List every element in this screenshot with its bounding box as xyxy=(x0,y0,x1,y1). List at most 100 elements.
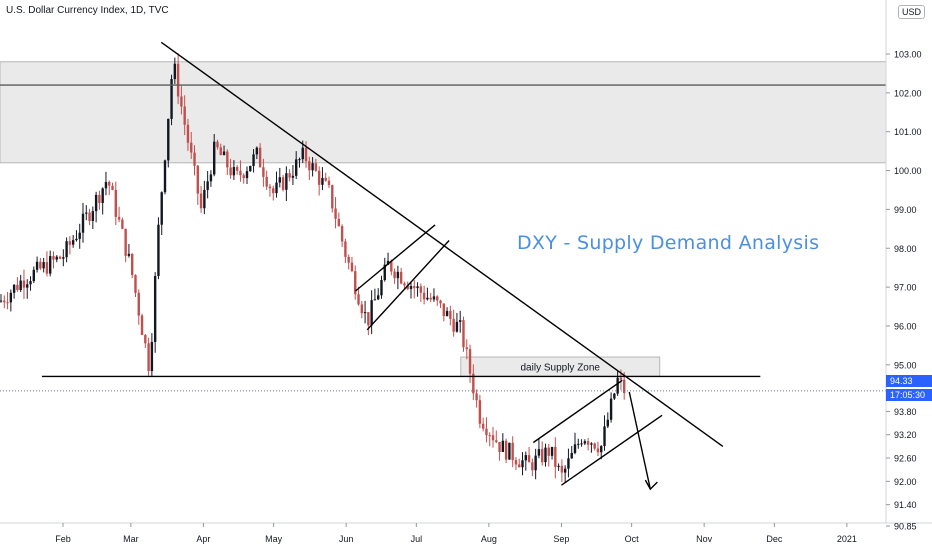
candle-body-31 xyxy=(101,188,104,203)
candle-body-51 xyxy=(167,118,170,161)
candle-body-111 xyxy=(363,312,367,314)
candle-body-102 xyxy=(334,208,337,219)
y-tick-label-7: 96.00 xyxy=(894,321,917,331)
candle-body-2 xyxy=(6,302,9,304)
y-tick-label-9: 93.80 xyxy=(894,407,917,417)
candle-body-148 xyxy=(485,428,488,436)
candle-body-77 xyxy=(252,154,255,166)
candle-body-93 xyxy=(304,147,308,162)
candle-body-53 xyxy=(173,63,177,80)
candle-body-58 xyxy=(190,142,193,153)
candle-body-91 xyxy=(298,159,301,161)
candle-body-112 xyxy=(367,312,370,326)
candle-body-19 xyxy=(62,257,65,259)
candle-body-66 xyxy=(216,141,219,148)
y-tick-label-8: 95.00 xyxy=(894,360,917,370)
candle-body-176 xyxy=(577,443,580,445)
candle-body-64 xyxy=(209,174,213,182)
candle-body-24 xyxy=(78,232,81,239)
candle-body-145 xyxy=(475,393,478,401)
candle-body-110 xyxy=(360,304,363,314)
candle-body-65 xyxy=(213,141,216,175)
candle-body-44 xyxy=(144,335,147,344)
candle-body-119 xyxy=(390,260,393,272)
candle-body-117 xyxy=(383,264,386,281)
trendline-4 xyxy=(532,379,623,444)
x-tick-label-8: Oct xyxy=(625,534,640,544)
candle-body-23 xyxy=(75,238,78,241)
candle-body-47 xyxy=(153,276,157,342)
countdown-label: 17:05:30 xyxy=(886,389,932,401)
candle-body-190 xyxy=(623,379,626,394)
candle-body-144 xyxy=(472,373,475,394)
candle-body-8 xyxy=(26,284,29,288)
candle-body-120 xyxy=(393,271,396,279)
candle-body-126 xyxy=(413,286,416,289)
trendline-1 xyxy=(366,240,450,331)
candle-body-11 xyxy=(35,261,39,270)
y-tick-label-4: 99.00 xyxy=(894,205,917,215)
y-tick-label-10: 93.20 xyxy=(894,430,917,440)
candle-body-69 xyxy=(226,151,229,168)
candle-body-100 xyxy=(327,180,331,186)
candle-body-10 xyxy=(32,269,35,282)
candle-body-67 xyxy=(219,147,222,156)
candle-body-154 xyxy=(504,440,508,460)
candle-body-173 xyxy=(567,458,570,469)
candle-body-83 xyxy=(272,188,275,194)
candle-body-125 xyxy=(409,286,413,289)
candle-body-75 xyxy=(245,171,249,179)
candle-body-122 xyxy=(399,271,403,284)
candle-body-136 xyxy=(445,310,449,317)
candle-body-55 xyxy=(180,96,183,107)
candle-body-151 xyxy=(495,440,498,443)
candle-body-172 xyxy=(563,468,567,473)
candle-body-27 xyxy=(88,212,91,221)
candle-body-185 xyxy=(606,419,609,427)
candle-body-150 xyxy=(491,435,495,441)
candle-body-72 xyxy=(235,167,239,171)
candle-body-4 xyxy=(12,284,16,293)
candle-body-38 xyxy=(124,228,127,256)
candle-body-76 xyxy=(249,165,252,172)
candle-body-109 xyxy=(357,294,360,305)
candle-body-35 xyxy=(114,189,117,217)
candle-body-79 xyxy=(258,147,262,168)
candle-body-73 xyxy=(239,170,242,176)
candle-body-147 xyxy=(481,423,485,429)
candle-body-157 xyxy=(514,460,518,465)
candle-body-130 xyxy=(426,297,429,300)
candle-body-39 xyxy=(127,253,131,256)
y-tick-label-1: 102.00 xyxy=(894,88,922,98)
candle-body-140 xyxy=(459,320,462,322)
price-axis-bg xyxy=(886,0,932,550)
trendline-2 xyxy=(355,224,436,292)
candle-body-121 xyxy=(396,271,400,279)
candle-body-187 xyxy=(613,393,616,399)
candle-body-128 xyxy=(419,286,423,293)
y-tick-label-6: 97.00 xyxy=(894,283,917,293)
candle-body-1 xyxy=(3,300,6,303)
candle-body-22 xyxy=(71,240,75,245)
candle-body-162 xyxy=(531,462,534,471)
currency-button[interactable]: USD xyxy=(898,5,926,19)
candle-body-42 xyxy=(137,292,140,316)
candle-body-152 xyxy=(498,442,501,452)
candle-body-96 xyxy=(314,163,318,171)
candle-body-99 xyxy=(324,177,327,181)
candle-body-12 xyxy=(39,261,42,269)
candle-body-54 xyxy=(176,63,180,97)
zone-label: daily Supply Zone xyxy=(521,363,601,374)
candle-body-101 xyxy=(331,185,334,209)
candle-body-156 xyxy=(511,442,514,461)
x-tick-label-6: Aug xyxy=(481,534,497,544)
x-tick-label-3: May xyxy=(265,534,283,544)
chart-title: U.S. Dollar Currency Index, 1D, TVC xyxy=(6,5,169,16)
candle-body-43 xyxy=(140,315,144,336)
candle-body-17 xyxy=(55,256,58,260)
candle-body-33 xyxy=(108,181,111,186)
candle-body-135 xyxy=(442,303,445,317)
candle-body-32 xyxy=(104,181,108,189)
candle-body-143 xyxy=(468,349,472,374)
